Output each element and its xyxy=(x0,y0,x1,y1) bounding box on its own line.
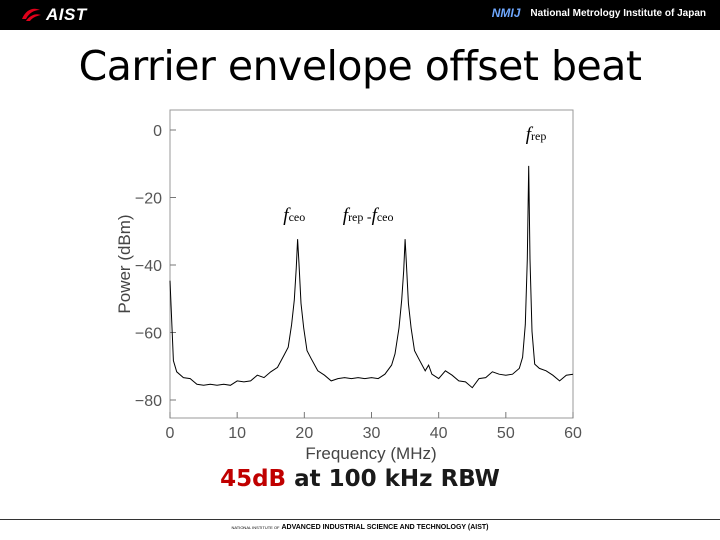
y-tick-label: −80 xyxy=(135,393,162,410)
footer-prefix: NATIONAL INSTITUTE OF xyxy=(231,525,280,530)
x-tick-label: 60 xyxy=(564,425,582,442)
measurement-caption: 45dB at 100 kHz RBW xyxy=(0,466,720,492)
peak-annotation: frep xyxy=(526,124,547,145)
nmij-logo: NMIJ xyxy=(491,6,521,20)
x-tick-label: 30 xyxy=(363,425,381,442)
x-tick-label: 20 xyxy=(295,425,313,442)
x-tick-label: 0 xyxy=(166,425,175,442)
slide-title: Carrier envelope offset beat xyxy=(78,42,642,90)
y-axis-label: Power (dBm) xyxy=(115,214,134,313)
top-bar: AIST NMIJ National Metrology Institute o… xyxy=(0,0,720,30)
caption-rest: at 100 kHz RBW xyxy=(286,466,500,492)
aist-logo: AIST xyxy=(20,4,87,26)
aist-logo-text: AIST xyxy=(46,5,87,24)
plot-frame xyxy=(169,109,574,419)
x-tick-label: 50 xyxy=(497,425,515,442)
footer-divider xyxy=(0,519,720,520)
x-axis-label: Frequency (MHz) xyxy=(305,444,436,463)
footer: NATIONAL INSTITUTE OF ADVANCED INDUSTRIA… xyxy=(0,524,720,531)
y-tick-label: −40 xyxy=(135,258,162,275)
x-tick-label: 10 xyxy=(228,425,246,442)
y-tick-label: 0 xyxy=(153,123,162,140)
peak-annotation: frep -fceo xyxy=(343,205,394,226)
caption-highlight: 45dB xyxy=(220,466,287,492)
institute-name: National Metrology Institute of Japan xyxy=(530,7,706,19)
x-axis: 0 10 20 30 40 50 60 xyxy=(166,412,582,442)
x-tick-label: 40 xyxy=(430,425,448,442)
y-tick-label: −60 xyxy=(135,326,162,343)
footer-name: ADVANCED INDUSTRIAL SCIENCE AND TECHNOLO… xyxy=(281,524,489,531)
peak-annotation: fceo xyxy=(283,205,305,226)
y-axis: 0 −20 −40 −60 −80 xyxy=(135,123,176,410)
annotations: frep fceo frep -fceo xyxy=(283,124,546,226)
y-tick-label: −20 xyxy=(135,191,162,208)
aist-logo-icon xyxy=(22,8,41,21)
nmij-header: NMIJ National Metrology Institute of Jap… xyxy=(492,6,706,20)
spectrum-trace xyxy=(169,165,574,389)
